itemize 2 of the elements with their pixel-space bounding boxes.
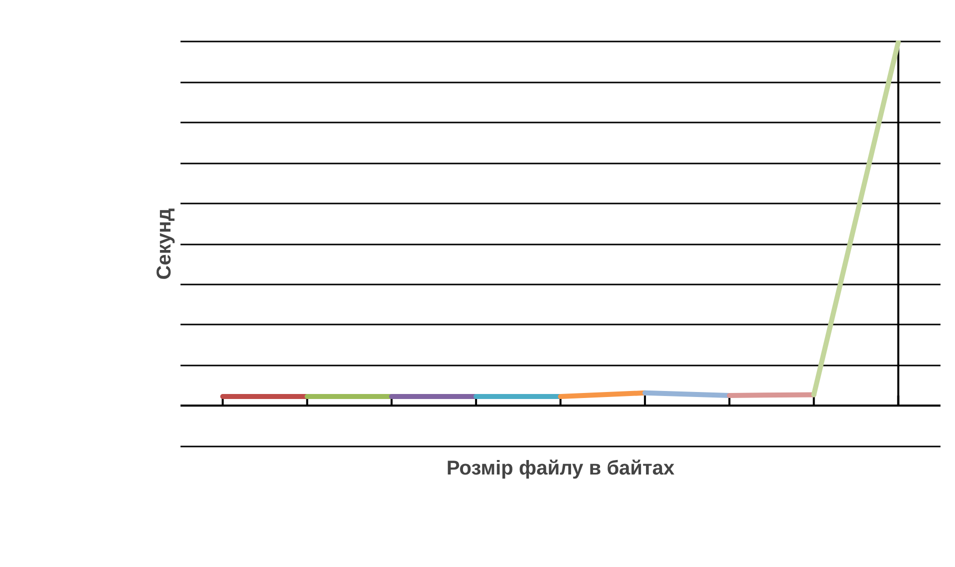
x-axis-title: Розмір файлу в байтах	[446, 458, 675, 480]
y-axis-title: Секунд	[154, 208, 176, 280]
